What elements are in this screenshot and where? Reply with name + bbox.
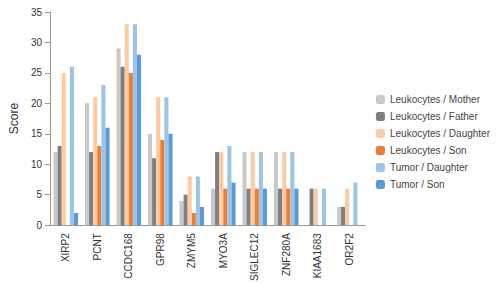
svg-text:KIAA1683: KIAA1683 — [312, 233, 323, 278]
svg-text:GPR98: GPR98 — [155, 233, 166, 266]
svg-text:Leukocytes / Mother: Leukocytes / Mother — [390, 94, 481, 105]
svg-text:MYO3A: MYO3A — [218, 233, 229, 268]
svg-text:Tumor / Son: Tumor / Son — [390, 179, 445, 190]
svg-text:Score: Score — [7, 103, 21, 135]
svg-text:0: 0 — [36, 220, 42, 231]
svg-text:20: 20 — [31, 98, 43, 109]
svg-text:CCDC168: CCDC168 — [123, 233, 134, 279]
svg-text:Leukocytes / Father: Leukocytes / Father — [390, 111, 478, 122]
svg-text:Leukocytes / Daughter: Leukocytes / Daughter — [390, 128, 491, 139]
svg-text:ZNF280A: ZNF280A — [281, 233, 292, 276]
svg-text:Tumor / Daughter: Tumor / Daughter — [390, 162, 469, 173]
svg-text:5: 5 — [36, 189, 42, 200]
svg-text:ZMYM5: ZMYM5 — [186, 233, 197, 268]
svg-text:35: 35 — [31, 7, 43, 18]
svg-text:10: 10 — [31, 159, 43, 170]
svg-text:SIGLEC12: SIGLEC12 — [249, 233, 260, 281]
svg-text:15: 15 — [31, 128, 43, 139]
svg-text:30: 30 — [31, 37, 43, 48]
svg-text:25: 25 — [31, 67, 43, 78]
svg-text:OR2F2: OR2F2 — [344, 233, 355, 266]
svg-text:PCNT: PCNT — [92, 233, 103, 260]
svg-text:Leukocytes / Son: Leukocytes / Son — [390, 145, 467, 156]
svg-text:XIRP2: XIRP2 — [60, 233, 71, 262]
